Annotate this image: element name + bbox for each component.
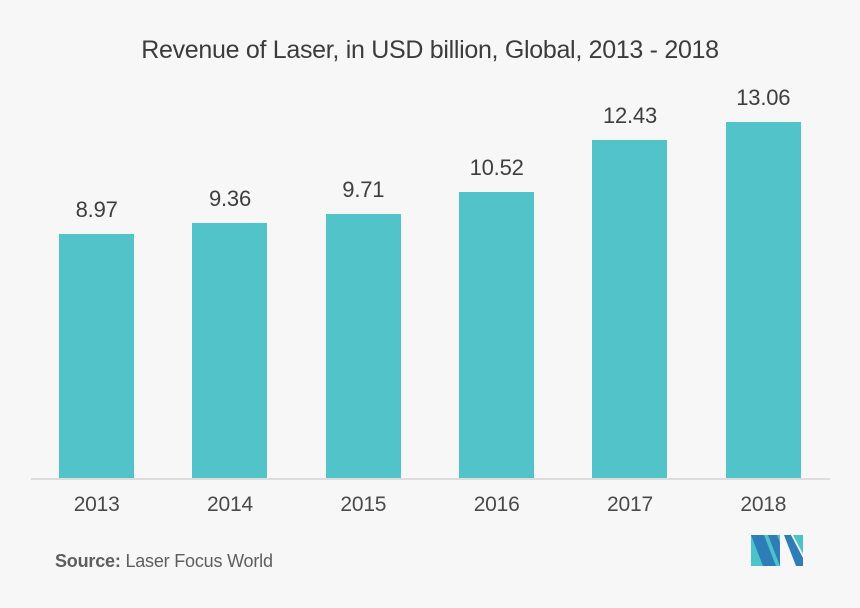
x-tick-label: 2016 [473, 493, 520, 516]
bar-value-label: 12.43 [602, 103, 657, 128]
bar-2013 [59, 234, 135, 479]
bar-group-2013: 8.97 [30, 197, 163, 479]
source-text: Laser Focus World [125, 551, 273, 571]
bar-group-2016: 10.52 [430, 155, 563, 479]
x-tick-label: 2014 [207, 493, 253, 516]
x-tick-label: 2015 [340, 493, 387, 516]
bar-group-2014: 9.36 [163, 186, 296, 479]
bar-value-label: 9.71 [342, 177, 385, 202]
bar-group-2018: 13.06 [697, 85, 830, 479]
x-tick-label: 2013 [73, 493, 120, 516]
logo-m-diagonal-2 [768, 535, 780, 566]
bar-2016 [459, 192, 535, 479]
chart-title: Revenue of Laser, in USD billion, Global… [141, 36, 719, 64]
plot-area: 8.97 9.36 9.71 10.52 12.43 13.06 [30, 0, 830, 479]
logo-m-diagonal-1 [751, 535, 776, 566]
x-axis-tick-labels: 2013 2014 2015 2016 2017 2018 [30, 493, 830, 517]
bar-value-label: 10.52 [469, 155, 524, 180]
source-attribution: Source: Laser Focus World [55, 551, 273, 572]
bar-2014 [192, 223, 268, 479]
bar-2018 [725, 122, 801, 479]
bar-group-2017: 12.43 [563, 103, 696, 479]
bar-value-label: 8.97 [75, 197, 118, 222]
bar-2015 [325, 214, 401, 479]
bar-2017 [592, 140, 668, 479]
bar-value-label: 13.06 [736, 85, 791, 110]
x-axis-line [31, 478, 830, 480]
x-tick-label: 2017 [607, 493, 653, 516]
source-label: Source: [55, 551, 121, 571]
logo-i-triangle [793, 535, 803, 554]
bar-group-2015: 9.71 [297, 177, 430, 479]
logo-i-diagonal [784, 535, 803, 566]
bar-value-label: 9.36 [208, 186, 251, 211]
mordor-intelligence-logo-icon [751, 535, 803, 566]
x-tick-label: 2018 [740, 493, 787, 516]
